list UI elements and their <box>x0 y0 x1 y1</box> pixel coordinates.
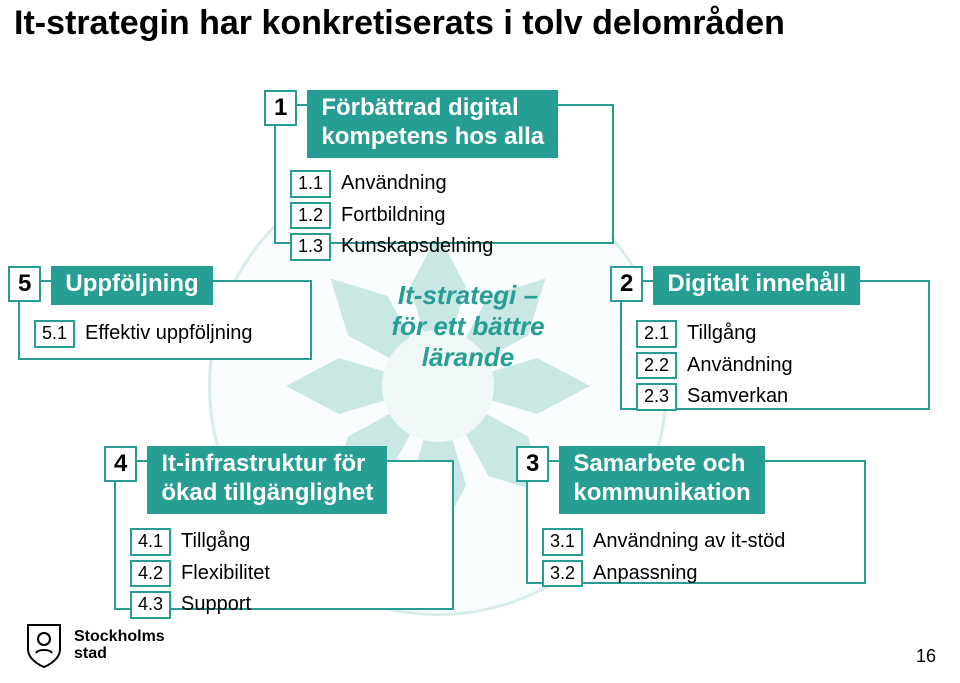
card-5-title: Uppföljning <box>51 266 212 305</box>
card-1-title: Förbättrad digitalkompetens hos alla <box>307 90 558 158</box>
sub-label: Samverkan <box>687 385 788 408</box>
crest-icon <box>24 623 64 669</box>
card-4-body: 4.1 Tillgång 4.2 Flexibilitet 4.3 Support <box>130 524 438 619</box>
card-2-title: Digitalt innehåll <box>653 266 860 305</box>
card-1-sub-1-3: 1.3 Kunskapsdelning <box>290 233 598 261</box>
sub-number: 4.2 <box>130 560 171 588</box>
sub-number: 4.3 <box>130 591 171 619</box>
sub-label: Användning <box>341 172 447 195</box>
sub-label: Kunskapsdelning <box>341 235 493 258</box>
logo: Stockholms stad <box>24 623 165 669</box>
card-1-sub-1-2: 1.2 Fortbildning <box>290 202 598 230</box>
card-5-body: 5.1 Effektiv uppföljning <box>34 316 296 348</box>
card-4-sub-4-3: 4.3 Support <box>130 591 438 619</box>
card-1-body: 1.1 Användning 1.2 Fortbildning 1.3 Kunskapsd… <box>290 166 598 261</box>
card-4-header: 4 It-infrastruktur förökad tillgänglighet <box>104 446 387 514</box>
card-4-number: 4 <box>104 446 137 482</box>
card-5-sub-5-1: 5.1 Effektiv uppföljning <box>34 320 296 348</box>
sub-number: 5.1 <box>34 320 75 348</box>
card-1-sub-1-1: 1.1 Användning <box>290 170 598 198</box>
page-title: It-strategin har konkretiserats i tolv d… <box>14 4 785 43</box>
sub-label: Anpassning <box>593 562 698 585</box>
sub-number: 3.1 <box>542 528 583 556</box>
sub-label: Support <box>181 593 251 616</box>
card-2-header: 2 Digitalt innehåll <box>610 266 860 305</box>
sub-label: Användning <box>687 354 793 377</box>
center-line-1: It-strategi – <box>358 280 578 311</box>
card-2-body: 2.1 Tillgång 2.2 Användning 2.3 Samverkan <box>636 316 914 411</box>
center-line-2: för ett bättre <box>358 311 578 342</box>
sub-number: 3.2 <box>542 560 583 588</box>
card-4-sub-4-2: 4.2 Flexibilitet <box>130 560 438 588</box>
page-number: 16 <box>916 646 936 667</box>
center-tagline: It-strategi – för ett bättre lärande <box>358 280 578 374</box>
sub-number: 1.1 <box>290 170 331 198</box>
card-3-header: 3 Samarbete ochkommunikation <box>516 446 765 514</box>
sub-number: 2.3 <box>636 383 677 411</box>
sub-label: Tillgång <box>687 322 756 345</box>
sub-number: 4.1 <box>130 528 171 556</box>
center-line-3: lärande <box>358 342 578 373</box>
logo-line-1: Stockholms <box>74 629 165 646</box>
card-5-number: 5 <box>8 266 41 302</box>
logo-line-2: stad <box>74 646 165 663</box>
sub-number: 2.1 <box>636 320 677 348</box>
sub-label: Tillgång <box>181 530 250 553</box>
card-1-number: 1 <box>264 90 297 126</box>
sub-label: Fortbildning <box>341 204 446 227</box>
card-3-sub-3-1: 3.1 Användning av it-stöd <box>542 528 850 556</box>
card-2-sub-2-3: 2.3 Samverkan <box>636 383 914 411</box>
card-3-sub-3-2: 3.2 Anpassning <box>542 560 850 588</box>
card-3-number: 3 <box>516 446 549 482</box>
card-5-header: 5 Uppföljning <box>8 266 213 305</box>
sub-number: 2.2 <box>636 352 677 380</box>
card-3-title: Samarbete ochkommunikation <box>559 446 764 514</box>
sub-label: Flexibilitet <box>181 562 270 585</box>
card-2-number: 2 <box>610 266 643 302</box>
card-2-sub-2-1: 2.1 Tillgång <box>636 320 914 348</box>
card-4-title: It-infrastruktur förökad tillgänglighet <box>147 446 387 514</box>
card-3-body: 3.1 Användning av it-stöd 3.2 Anpassning <box>542 524 850 587</box>
sub-label: Användning av it-stöd <box>593 530 785 553</box>
card-1-header: 1 Förbättrad digitalkompetens hos alla <box>264 90 558 158</box>
card-4-sub-4-1: 4.1 Tillgång <box>130 528 438 556</box>
sub-number: 1.3 <box>290 233 331 261</box>
card-2-sub-2-2: 2.2 Användning <box>636 352 914 380</box>
logo-text: Stockholms stad <box>74 629 165 663</box>
sub-number: 1.2 <box>290 202 331 230</box>
sub-label: Effektiv uppföljning <box>85 322 253 345</box>
